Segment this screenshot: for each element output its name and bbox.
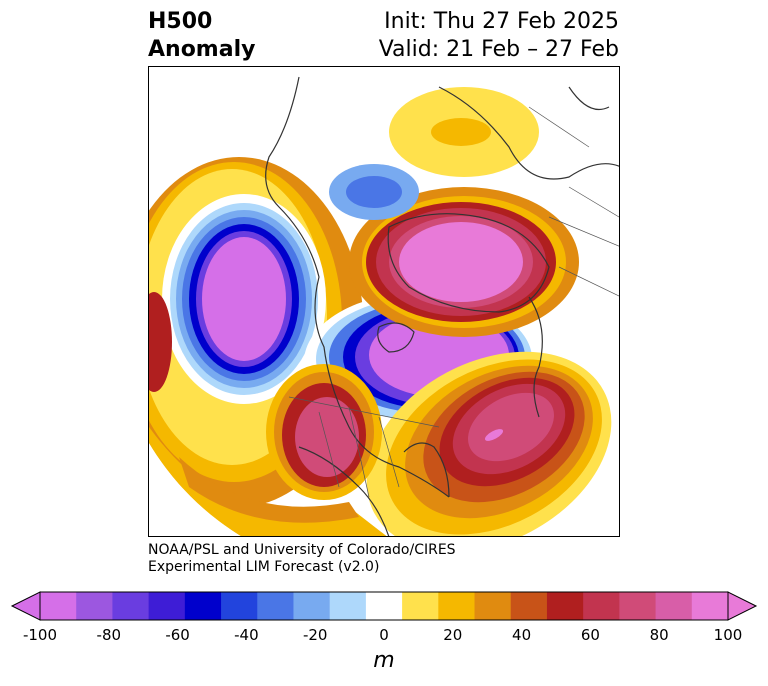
- coastlines: [265, 76, 619, 536]
- credit-line-1: NOAA/PSL and University of Colorado/CIRE…: [148, 542, 456, 558]
- south-band-inner: [179, 457, 359, 523]
- colorbar-cell: [619, 592, 657, 620]
- borders: [288, 106, 619, 498]
- credit-line-2: Experimental LIM Forecast (v2.0): [148, 559, 380, 575]
- colorbar-cell: [221, 592, 258, 620]
- valid-range: Valid: 21 Feb – 27 Feb: [378, 37, 619, 62]
- colorbar-cell: [546, 592, 584, 620]
- colorbar-extend-low: [10, 591, 41, 621]
- colorbar: [10, 591, 758, 621]
- colorbar-cell: [184, 592, 222, 620]
- map-title: H500 Anomaly: [148, 8, 255, 64]
- colorbar-tick-label: 80: [649, 626, 669, 644]
- map-panel: [148, 66, 620, 537]
- colorbar-cell: [40, 592, 77, 620]
- colorbar-cell: [76, 592, 113, 620]
- colorbar-tick-label: -40: [234, 626, 259, 644]
- colorbar-cell: [112, 592, 150, 620]
- colorbar-cell: [148, 592, 186, 620]
- south-band: [149, 427, 389, 536]
- colorbar-cell: [329, 592, 367, 620]
- title-variable: H500: [148, 9, 213, 34]
- eurasia-high: [389, 87, 539, 177]
- colorbar-cell: [402, 592, 439, 620]
- colorbar-tick-label: 60: [580, 626, 600, 644]
- arctic-ocean-low-core: [346, 176, 402, 208]
- colorbar-cell: [583, 592, 620, 620]
- colorbar-cell: [257, 592, 294, 620]
- colorbar-tick-label: -100: [22, 626, 58, 644]
- colorbar-tick-label: 100: [713, 626, 743, 644]
- pacific-low: [149, 157, 364, 507]
- colorbar-tick-label: -60: [165, 626, 190, 644]
- colorbar-cell: [655, 592, 693, 620]
- colorbar-tick-label: -80: [96, 626, 122, 644]
- far-west-high: [149, 292, 172, 392]
- colorbar-tick-label: 20: [443, 626, 463, 644]
- colorbar-cell: [438, 592, 476, 620]
- colorbar-cell: [510, 592, 548, 620]
- colorbar-cells: [40, 592, 729, 620]
- date-info: Init: Thu 27 Feb 2025 Valid: 21 Feb – 27…: [379, 8, 619, 64]
- colorbar-extend-high: [727, 591, 758, 621]
- colorbar-tick-label: 0: [379, 626, 389, 644]
- colorbar-tick-label: -20: [302, 626, 328, 644]
- colorbar-cell: [293, 592, 331, 620]
- colorbar-tick-label: 40: [512, 626, 532, 644]
- siberia-arctic-high: [349, 187, 579, 337]
- anomaly-map: [149, 67, 619, 536]
- colorbar-cell: [691, 592, 729, 620]
- colorbar-unit: m: [373, 648, 395, 673]
- init-date: Init: Thu 27 Feb 2025: [384, 9, 619, 34]
- colorbar-cell: [365, 592, 403, 620]
- colorbar-outline: [39, 591, 729, 621]
- title-field: Anomaly: [148, 37, 256, 62]
- credit: NOAA/PSL and University of Colorado/CIRE…: [148, 542, 456, 576]
- atlantic-high: [366, 351, 612, 536]
- colorbar-cell: [474, 592, 512, 620]
